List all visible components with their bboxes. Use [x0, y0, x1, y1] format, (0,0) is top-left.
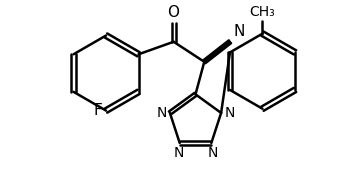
Text: N: N — [233, 24, 245, 39]
Text: F: F — [94, 103, 102, 118]
Text: CH₃: CH₃ — [250, 5, 275, 19]
Text: N: N — [156, 106, 167, 120]
Text: N: N — [224, 106, 235, 120]
Text: N: N — [208, 146, 218, 160]
Text: N: N — [173, 146, 184, 160]
Text: O: O — [168, 5, 180, 20]
